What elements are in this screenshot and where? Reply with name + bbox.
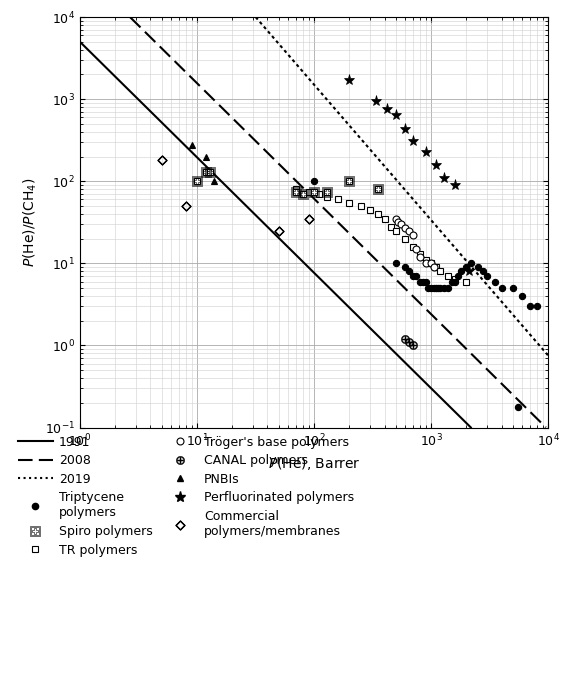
Legend: 1991, 2008, 2019, Triptycene
polymers, Spiro polymers, TR polymers, Tröger's bas: 1991, 2008, 2019, Triptycene polymers, S…: [18, 436, 354, 557]
X-axis label: $P$(He), Barrer: $P$(He), Barrer: [268, 454, 360, 471]
Y-axis label: $P$(He)/$P$(CH$_4$): $P$(He)/$P$(CH$_4$): [22, 177, 39, 267]
